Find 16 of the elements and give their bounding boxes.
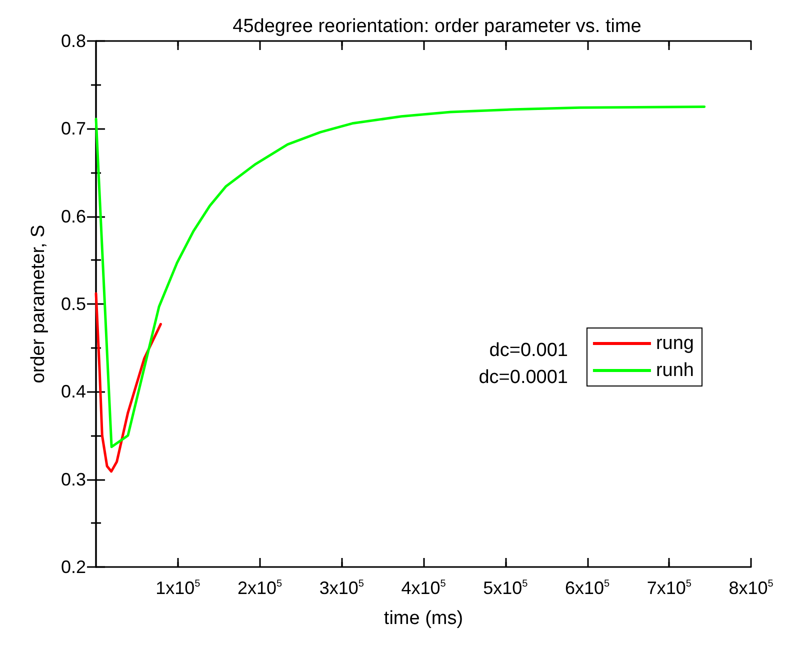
y-tick-label: 0.5 [60, 294, 86, 314]
legend-label: runh [656, 360, 694, 381]
y-tick-label: 0.6 [60, 206, 86, 226]
legend-label: rung [656, 333, 694, 354]
y-tick-label: 0.8 [60, 31, 86, 51]
y-tick-label: 0.4 [60, 382, 86, 402]
line-series [94, 292, 162, 473]
annotation: dc=0.0001 [478, 367, 568, 388]
y-tick-label: 0.3 [60, 469, 86, 490]
annotation: dc=0.001 [489, 340, 568, 361]
chart-title: 45degree reorientation: order parameter vs. time [232, 16, 642, 37]
line-series [94, 106, 706, 448]
y-tick-label: 0.7 [60, 118, 86, 139]
x-axis-title: time (ms) [384, 608, 464, 629]
y-axis-title: order parameter, S [28, 224, 49, 384]
y-tick-label: 0.2 [60, 557, 86, 577]
